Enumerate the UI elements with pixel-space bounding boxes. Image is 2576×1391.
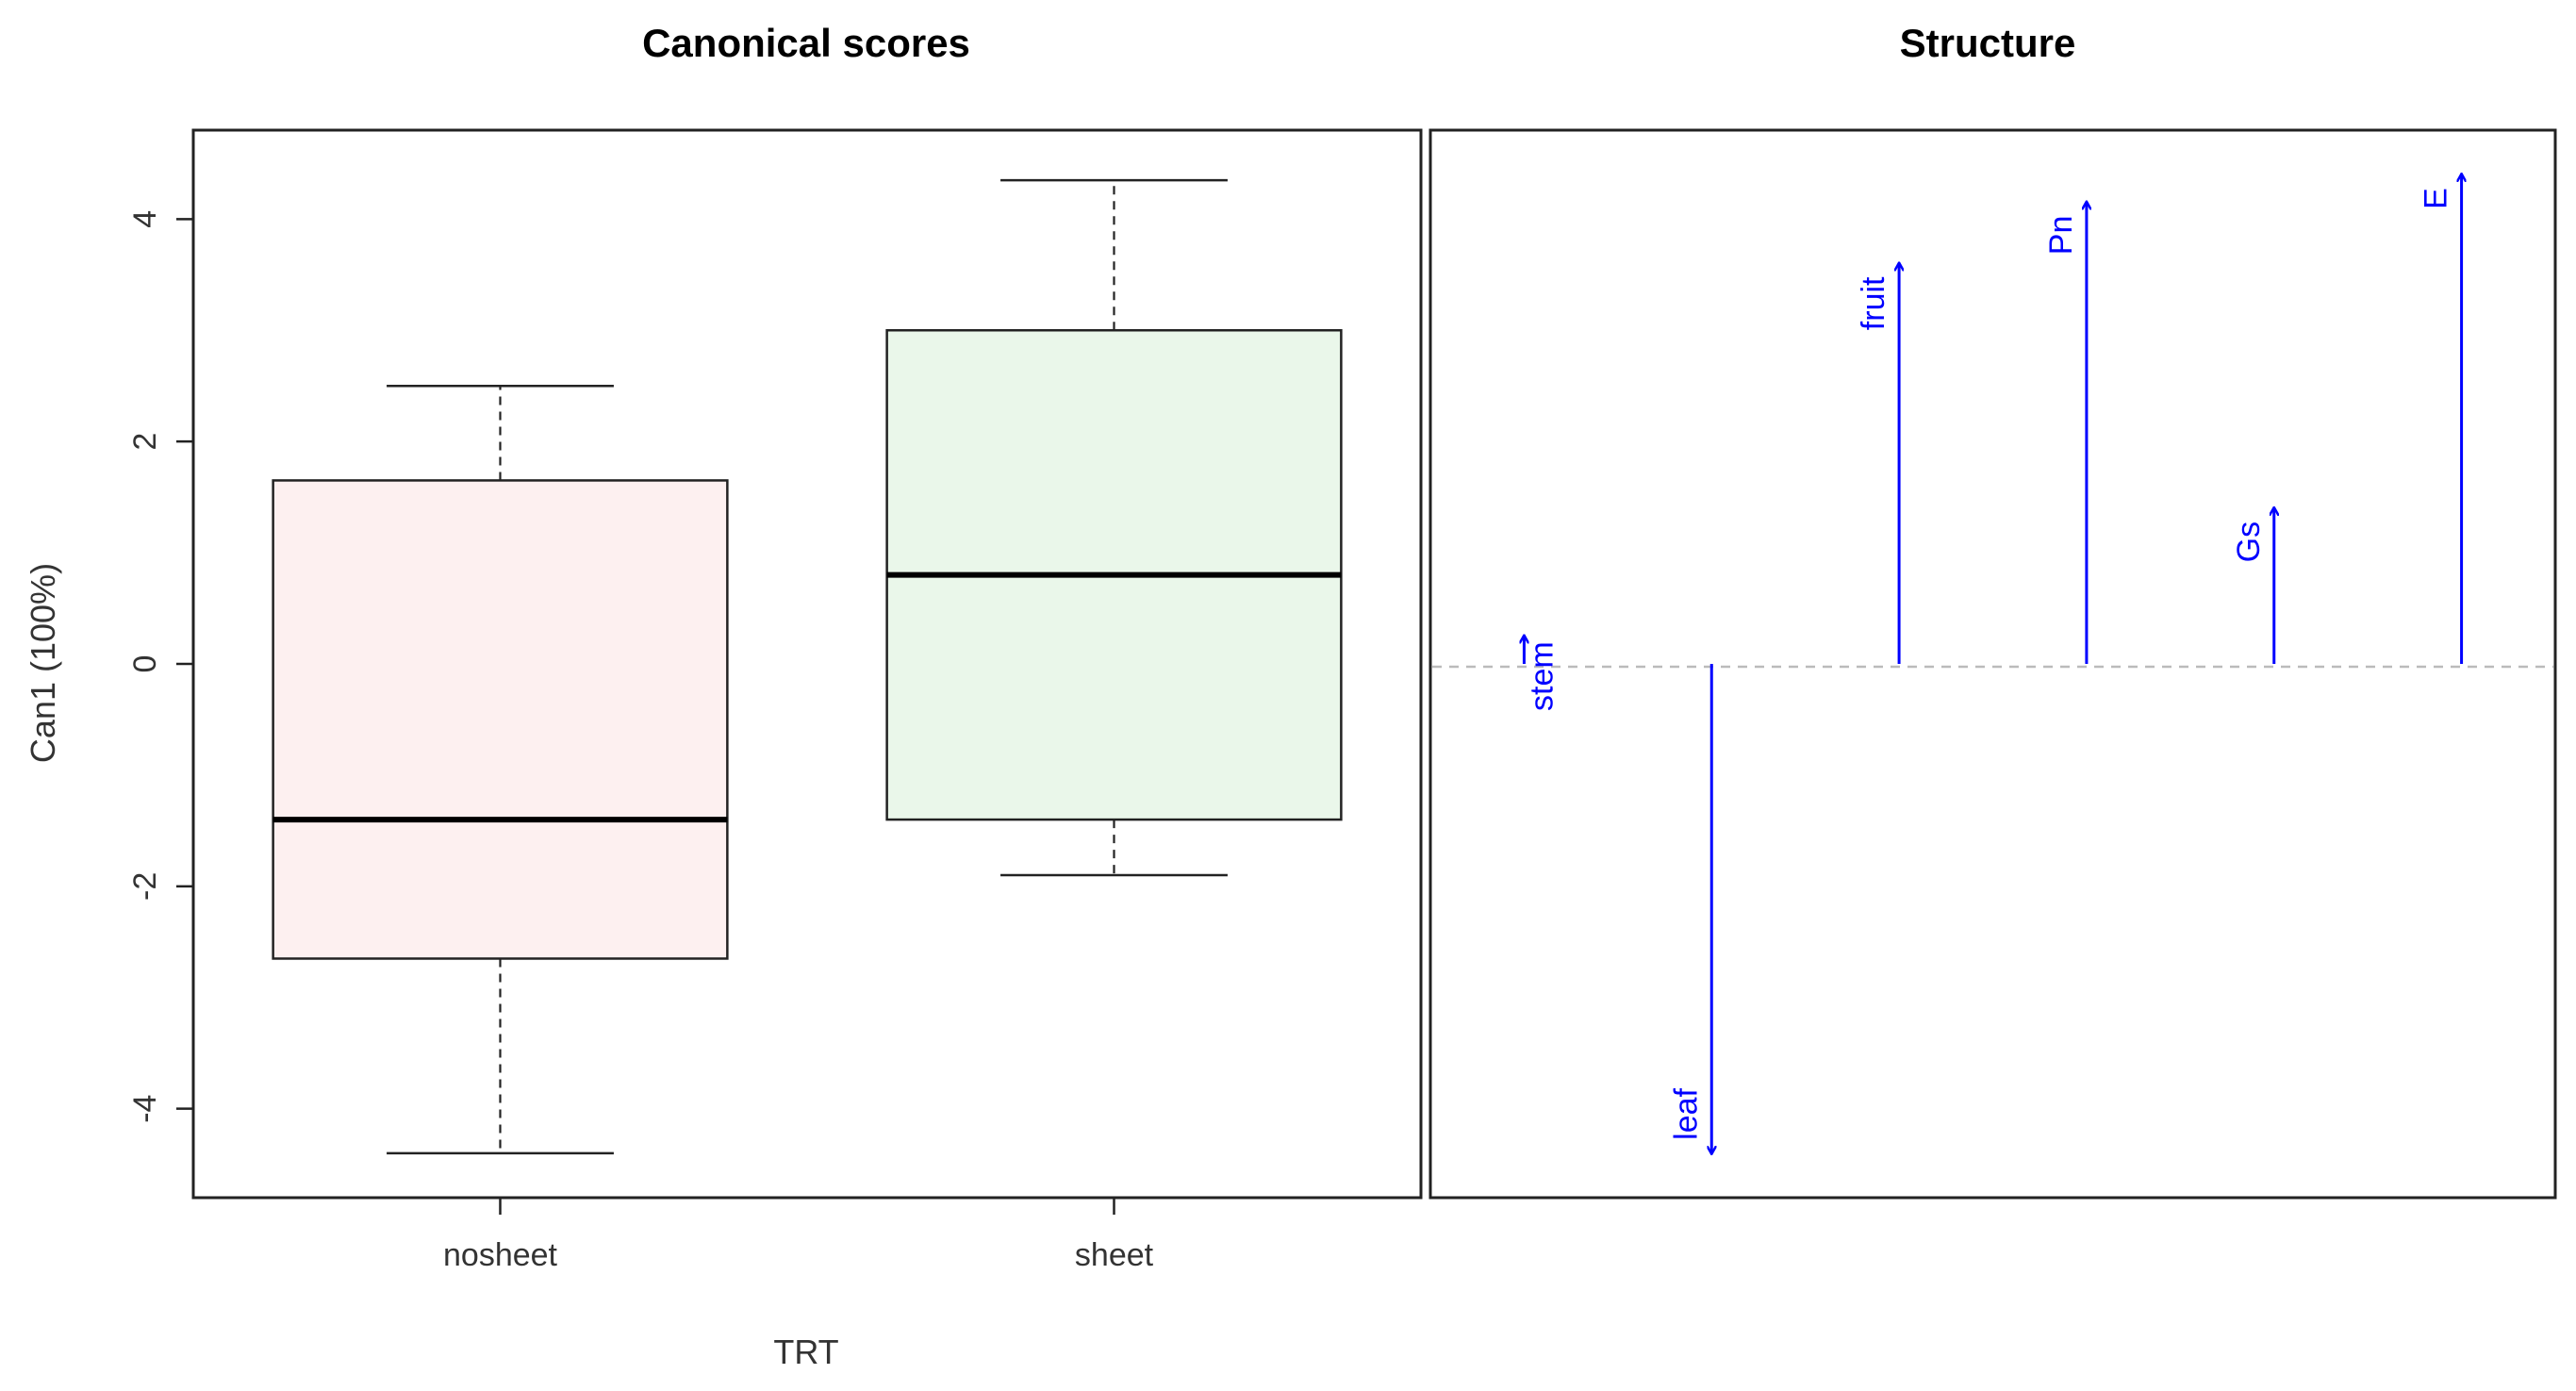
y-tick-label: -4: [127, 1095, 163, 1123]
vector-label: Pn: [2043, 216, 2079, 256]
vector-label: stem: [1524, 641, 1560, 711]
boxplots: [272, 178, 1343, 1155]
vector-label: E: [2419, 188, 2454, 209]
structure-vectors: stem leaf fruit Pn Gs E: [1524, 174, 2461, 1153]
right-panel: Structure stem leaf fruit Pn Gs E: [1428, 21, 2557, 1200]
y-tick-label: -2: [127, 872, 163, 901]
x-axis-label: TRT: [773, 1333, 838, 1371]
box-nosheet: [272, 479, 729, 960]
x-tick-label: sheet: [1075, 1237, 1154, 1273]
y-tick-label: 2: [127, 433, 163, 451]
right-chart-title: Structure: [1900, 21, 2076, 65]
y-axis: -4 -2 0 2 4: [127, 210, 193, 1123]
vector-label: fruit: [1856, 276, 1891, 330]
y-tick-label: 0: [127, 655, 163, 673]
x-tick-label: nosheet: [443, 1237, 558, 1273]
y-axis-label: Can1 (100%): [24, 563, 62, 763]
left-panel: Canonical scores -4 -2 0 2 4 nosheet sheet TR…: [24, 21, 1423, 1371]
right-plot-frame: [1428, 128, 2557, 1200]
x-axis: nosheet sheet: [443, 1198, 1154, 1273]
left-chart-title: Canonical scores: [642, 21, 970, 65]
vector-label: Gs: [2231, 522, 2267, 562]
y-tick-label: 4: [127, 210, 163, 228]
vector-label: leaf: [1668, 1087, 1704, 1139]
